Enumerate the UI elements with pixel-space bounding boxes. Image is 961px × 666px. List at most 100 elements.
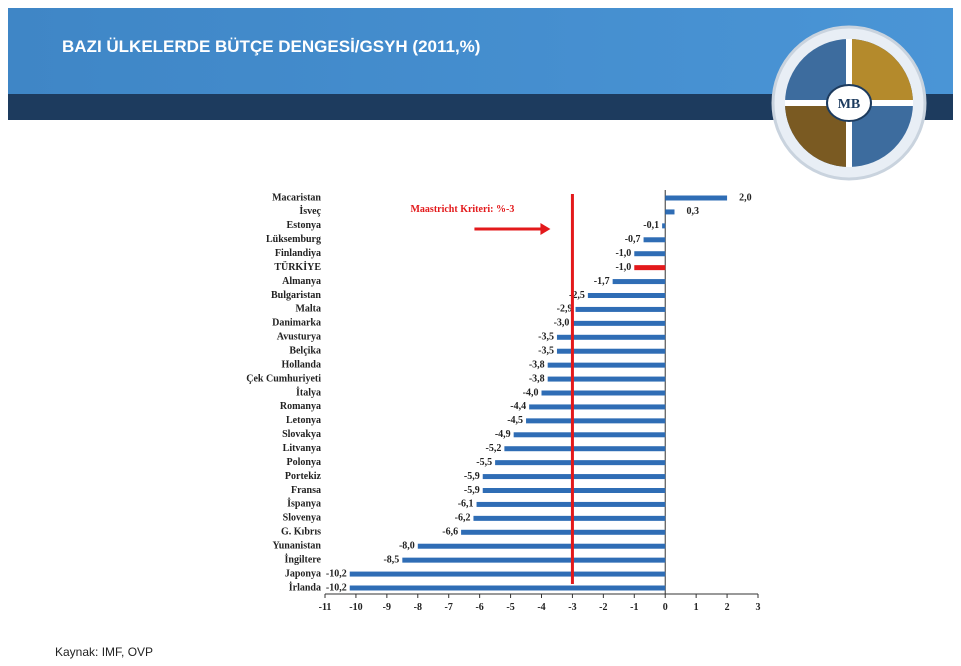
reference-label: Maastricht Kriteri: %-3 [410,204,514,215]
category-label: İtalya [296,386,321,398]
value-label: -3,8 [529,373,545,384]
category-label: Avusturya [277,332,321,343]
value-label: -6,2 [455,513,471,524]
source-note: Kaynak: IMF, OVP [55,645,153,659]
bar [513,432,666,438]
value-label: -5,5 [476,457,492,468]
bar [556,334,666,340]
bar [643,237,666,243]
value-label: -5,2 [486,443,502,454]
bar [526,418,666,424]
bar [547,362,666,368]
category-label: Almanya [282,276,321,287]
category-label: Bulgaristan [271,290,321,301]
x-tick-label: -8 [414,602,422,613]
x-tick-label: -9 [383,602,391,613]
category-label: G. Kıbrıs [281,527,321,538]
category-label: Yunanistan [272,541,321,552]
value-label: -3,8 [529,359,545,370]
category-label: Japonya [285,568,321,579]
value-label: 2,0 [739,192,752,203]
bar [572,320,666,326]
value-label: -8,0 [399,541,415,552]
bar [482,474,666,480]
bar [634,251,666,257]
category-label: Slovenya [283,513,321,524]
x-tick-label: 2 [725,602,730,613]
x-tick-label: 0 [663,602,668,613]
category-label: Macaristan [272,192,321,203]
value-label: -2,9 [557,304,573,315]
bar [541,390,666,396]
bar [495,460,666,466]
category-label: İspanya [287,498,321,510]
value-label: -1,0 [615,248,631,259]
value-label: -6,6 [442,527,458,538]
bar [665,209,675,215]
bar [473,515,666,521]
value-label: -5,9 [464,471,480,482]
x-tick-label: 3 [756,602,761,613]
bar [665,195,728,201]
value-label: 0,3 [686,206,699,217]
x-tick-label: -11 [319,602,332,613]
category-label: Romanya [280,401,321,412]
bar [556,348,666,354]
reference-arrowhead [540,223,551,235]
category-label: İsveç [299,205,321,217]
category-label: Finlandiya [275,248,321,259]
value-label: -0,1 [643,220,659,231]
category-label: Letonya [286,415,321,426]
value-label: -3,5 [538,346,554,357]
x-tick-label: 1 [694,602,699,613]
bar [612,279,666,285]
x-tick-label: -1 [630,602,638,613]
category-label: Polonya [287,457,321,468]
value-label: -4,9 [495,429,511,440]
value-label: -2,5 [569,290,585,301]
category-label: Malta [295,304,321,315]
category-label: Belçika [289,346,321,357]
value-label: -0,7 [625,234,641,245]
category-label: Çek Cumhuriyeti [246,373,321,384]
category-label: Danimarka [272,318,321,329]
bar [575,306,666,312]
category-label: Fransa [291,485,321,496]
bar [461,529,666,535]
category-label: Hollanda [282,359,321,370]
category-label: TÜRKİYE [274,260,321,273]
bar [504,446,666,452]
bar [662,223,666,229]
bar [349,585,666,591]
value-label: -3,5 [538,332,554,343]
bar [482,488,666,493]
slide-title: BAZI ÜLKELERDE BÜTÇE DENGESİ/GSYH (2011,… [62,37,480,56]
bar [547,376,666,382]
value-label: -5,9 [464,485,480,496]
value-label: -4,5 [507,415,523,426]
bar [529,404,666,410]
logo: MB [771,25,927,181]
bar [402,557,666,563]
x-tick-label: -4 [537,602,545,613]
category-label: İngiltere [285,553,322,565]
category-label: Portekiz [285,471,322,482]
value-label: -10,2 [326,568,347,579]
bar [349,571,666,577]
x-tick-label: -5 [506,602,514,613]
value-label: -4,4 [510,401,526,412]
logo-text: MB [838,97,861,112]
value-label: -10,2 [326,582,347,593]
value-label: -1,7 [594,276,610,287]
bar [587,293,666,298]
x-tick-label: -7 [445,602,453,613]
category-label: Lüksemburg [266,234,321,245]
value-label: -1,0 [615,262,631,273]
category-label: İrlanda [289,581,321,593]
category-label: Litvanya [283,443,321,454]
x-tick-label: -6 [475,602,483,613]
x-tick-label: -2 [599,602,607,613]
category-label: Estonya [287,220,321,231]
